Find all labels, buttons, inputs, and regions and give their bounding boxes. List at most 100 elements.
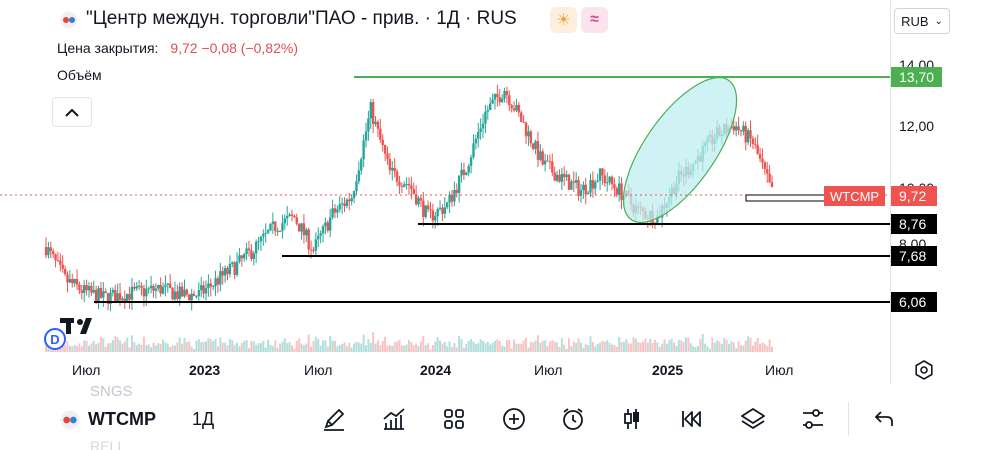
volume-bar	[431, 344, 434, 352]
candle-body	[567, 174, 571, 190]
layouts-grid-icon[interactable]	[440, 405, 468, 433]
candle-body	[92, 289, 95, 293]
indicators-icon[interactable]	[380, 405, 408, 433]
volume-bar	[634, 338, 637, 352]
candle-body	[209, 283, 212, 287]
level-label-13-70[interactable]: 13,70	[891, 67, 943, 87]
volume-bar	[450, 347, 453, 352]
volume-bar	[257, 343, 260, 352]
candle-body	[374, 121, 377, 125]
candle-body	[391, 167, 394, 171]
candle-body	[164, 284, 167, 287]
volume-bar	[185, 342, 188, 352]
price-chart[interactable]	[0, 0, 890, 390]
candle-body	[340, 203, 344, 205]
volume-bar	[462, 347, 465, 352]
candle-body	[763, 162, 767, 170]
volume-bar	[501, 345, 504, 352]
candle-body	[44, 246, 48, 256]
candle-body	[591, 179, 595, 189]
volume-bar	[386, 345, 389, 352]
volume-bar	[283, 338, 286, 352]
interval-button[interactable]: 1Д	[192, 409, 215, 429]
alert-clock-icon[interactable]	[559, 405, 587, 433]
candle-body	[266, 230, 270, 233]
toolbar-symbol-button[interactable]: WTCMP	[60, 409, 156, 430]
candle-body	[560, 173, 564, 182]
collapse-legend-button[interactable]	[52, 97, 92, 127]
volume-bar	[183, 338, 186, 352]
volume-bar	[372, 332, 375, 352]
settings-sliders-icon[interactable]	[799, 405, 827, 433]
volume-bar	[689, 343, 692, 352]
candle-body	[47, 247, 50, 256]
currency-select[interactable]: RUB ⌄	[894, 8, 950, 34]
draw-pen-icon[interactable]	[320, 405, 348, 433]
candle-body	[321, 226, 325, 234]
sun-cloud-icon[interactable]: ☀	[550, 7, 577, 33]
volume-bar	[596, 343, 599, 352]
candle-body	[350, 198, 353, 202]
add-plus-icon[interactable]	[500, 405, 528, 433]
candle-body	[216, 278, 220, 285]
candle-body	[429, 209, 432, 211]
volume-bar	[520, 343, 523, 352]
level-label-8-76[interactable]: 8,76	[891, 214, 937, 234]
candle-body	[479, 128, 482, 133]
replay-icon[interactable]	[678, 405, 706, 433]
volume-bar	[305, 343, 308, 352]
candle-body	[744, 125, 747, 143]
volume-bar	[525, 337, 528, 352]
candle-body	[522, 121, 525, 123]
volume-bar	[646, 342, 649, 352]
volume-bar	[173, 345, 176, 352]
volume-bar	[193, 348, 196, 352]
candle-body	[477, 132, 480, 139]
undo-icon[interactable]	[870, 405, 898, 433]
volume-bar	[460, 339, 463, 352]
volume-bar	[73, 344, 76, 352]
volume-bar	[613, 344, 616, 352]
volume-bar	[474, 344, 477, 352]
volume-bar	[95, 344, 98, 352]
candle-body	[149, 285, 153, 289]
candle-body	[737, 126, 740, 131]
volume-bar	[498, 340, 501, 352]
volume-bar	[142, 336, 145, 352]
symbol-title[interactable]: "Центр междун. торговли"ПАО - прив. · 1Д…	[86, 8, 517, 29]
wave-icon[interactable]: ≈	[581, 7, 608, 33]
highlight-ellipse	[622, 76, 738, 224]
candle-body	[426, 205, 430, 210]
volume-bar	[587, 345, 590, 352]
volume-bar	[393, 342, 396, 352]
volume-bar	[116, 337, 119, 352]
volume-bar	[107, 343, 110, 352]
candle-body	[135, 286, 138, 289]
volume-bar	[610, 344, 613, 352]
candle-body	[328, 217, 332, 231]
candle-body	[441, 207, 444, 214]
volume-bar	[252, 341, 255, 352]
candle-body	[104, 291, 107, 294]
chart-settings-icon[interactable]	[914, 360, 934, 380]
volume-bar	[250, 340, 253, 352]
volume-bar	[630, 343, 633, 352]
volume-bar	[663, 339, 666, 352]
chevron-up-icon	[65, 108, 79, 117]
dividends-badge-icon[interactable]: D	[44, 328, 66, 350]
candle-body	[343, 203, 346, 206]
volume-bar	[87, 345, 90, 352]
candles-icon[interactable]	[618, 405, 646, 433]
level-label-7-68[interactable]: 7,68	[891, 246, 937, 266]
level-label-6-06[interactable]: 6,06	[891, 292, 937, 312]
volume-bar	[403, 345, 406, 352]
layers-icon[interactable]	[739, 405, 767, 433]
candle-body	[469, 157, 473, 166]
candle-body	[278, 230, 282, 232]
candle-body	[78, 284, 81, 291]
volume-bar	[128, 347, 131, 352]
current-price-label[interactable]: 9,72	[891, 186, 937, 206]
volume-bar	[310, 346, 313, 352]
candle-body	[574, 180, 578, 183]
volume-bar	[150, 347, 153, 352]
